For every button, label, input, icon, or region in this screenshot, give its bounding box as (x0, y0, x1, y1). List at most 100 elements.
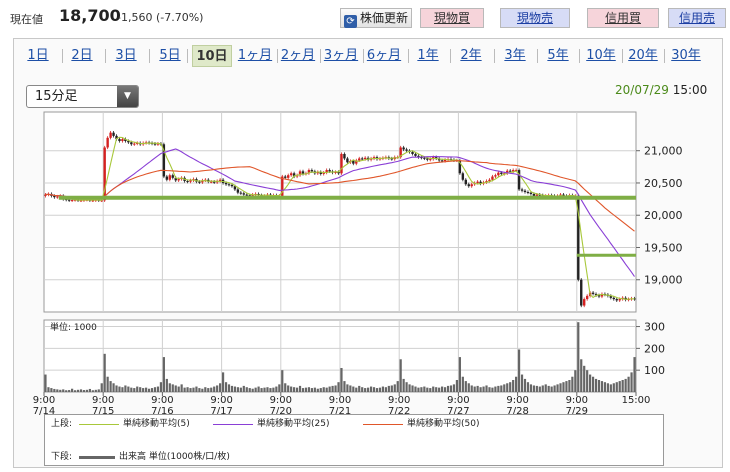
tab-5y[interactable]: 5年 (547, 48, 569, 63)
candle-body (322, 172, 325, 174)
volume-bar (44, 374, 47, 392)
x-tick-date: 7/28 (506, 406, 528, 417)
candle-body (281, 176, 284, 196)
tab-10y[interactable]: 10年 (586, 48, 616, 63)
tab-2y[interactable]: 2年 (460, 48, 482, 63)
volume-bar (500, 385, 503, 392)
tab-10d[interactable]: 10日 (192, 45, 232, 67)
volume-bar (56, 389, 59, 392)
volume-bar (387, 385, 390, 392)
volume-bar (589, 374, 592, 392)
tab-5d[interactable]: 5日 (159, 48, 181, 63)
candle-body (230, 184, 234, 187)
tab-1d[interactable]: 1日 (27, 48, 49, 63)
volume-bar (76, 389, 80, 392)
candle-body (402, 147, 405, 150)
volume-bar (367, 387, 370, 392)
volume-bar (352, 386, 355, 392)
tab-3y[interactable]: 3年 (504, 48, 526, 63)
volume-bar (609, 384, 612, 392)
volume-bar (414, 386, 417, 392)
price-ytick-label: 20,000 (644, 209, 683, 222)
price-ytick-label: 19,500 (644, 241, 683, 254)
candle-body (334, 172, 337, 173)
volume-bar (109, 381, 112, 392)
candle-body (361, 158, 364, 160)
volume-bar (136, 386, 139, 392)
candle-body (591, 292, 595, 294)
candle-body (532, 193, 536, 196)
shinyo-sell-button[interactable]: 信用売 (668, 8, 726, 28)
volume-bar (538, 386, 541, 392)
candle-body (171, 175, 174, 178)
tab-3d[interactable]: 3日 (115, 48, 137, 63)
candle-body (201, 180, 204, 183)
candle-body (287, 175, 290, 178)
volume-bar (384, 387, 387, 392)
tab-6m[interactable]: 6ヶ月 (366, 48, 402, 63)
volume-bar (606, 383, 609, 392)
genbutsu-sell-button[interactable]: 現物売 (500, 8, 570, 28)
x-tick-time: 9:00 (92, 395, 114, 406)
candle-body (352, 161, 355, 164)
volume-bar (633, 357, 636, 392)
candle-body (612, 297, 615, 300)
candle-body (100, 200, 103, 202)
tab-1m[interactable]: 1ヶ月 (237, 48, 273, 63)
candle-body (242, 193, 245, 195)
volume-bar (62, 389, 65, 392)
refresh-price-button[interactable]: ⟳ 株価更新 (340, 8, 412, 28)
candle-body (535, 194, 539, 196)
candle-body (372, 157, 376, 159)
volume-bar (53, 388, 56, 392)
interval-select[interactable]: 15分足 ▼ (26, 85, 139, 108)
volume-bar (281, 370, 284, 392)
volume-bar (59, 389, 62, 392)
volume-bar (586, 370, 589, 392)
volume-bar (171, 384, 174, 392)
volume-bar (204, 387, 207, 392)
volume-bar (494, 386, 497, 392)
volume-bar (603, 382, 607, 392)
candle-body (414, 153, 417, 156)
candle-body (491, 176, 494, 180)
volume-bar (242, 385, 245, 392)
volume-bar (506, 383, 509, 392)
volume-bar (186, 387, 189, 392)
volume-bar (304, 387, 308, 392)
volume-bar (509, 382, 512, 392)
volume-bar (470, 385, 473, 392)
candle-body (363, 157, 367, 160)
volume-bar (597, 380, 601, 392)
volume-bar (512, 380, 515, 392)
volume-bar (349, 385, 352, 392)
candle-body (435, 157, 438, 159)
candle-body (464, 179, 467, 185)
volume-bar (458, 357, 461, 392)
genbutsu-buy-button[interactable]: 現物買 (420, 8, 484, 28)
volume-bar (224, 382, 228, 392)
candle-body (476, 181, 479, 183)
candle-body (103, 147, 106, 201)
tab-30y[interactable]: 30年 (671, 48, 701, 63)
volume-bar (452, 384, 456, 392)
volume-bar (153, 387, 157, 392)
shinyo-buy-button[interactable]: 信用買 (587, 8, 659, 28)
tab-2d[interactable]: 2日 (71, 48, 93, 63)
volume-bar (556, 384, 559, 392)
volume-bar (82, 390, 86, 392)
legend-sma50-swatch (363, 424, 403, 425)
candle-body (429, 159, 432, 161)
tab-1y[interactable]: 1年 (417, 48, 439, 63)
volume-bar (600, 381, 604, 392)
volume-bar (423, 386, 426, 392)
volume-bar (189, 388, 192, 392)
volume-bar (298, 385, 302, 392)
volume-bar (127, 386, 130, 392)
volume-bar (293, 387, 296, 392)
tab-20y[interactable]: 20年 (628, 48, 658, 63)
volume-bar (266, 387, 269, 392)
price-ytick-label: 21,000 (644, 145, 683, 158)
tab-3m[interactable]: 3ヶ月 (323, 48, 359, 63)
tab-2m[interactable]: 2ヶ月 (280, 48, 316, 63)
